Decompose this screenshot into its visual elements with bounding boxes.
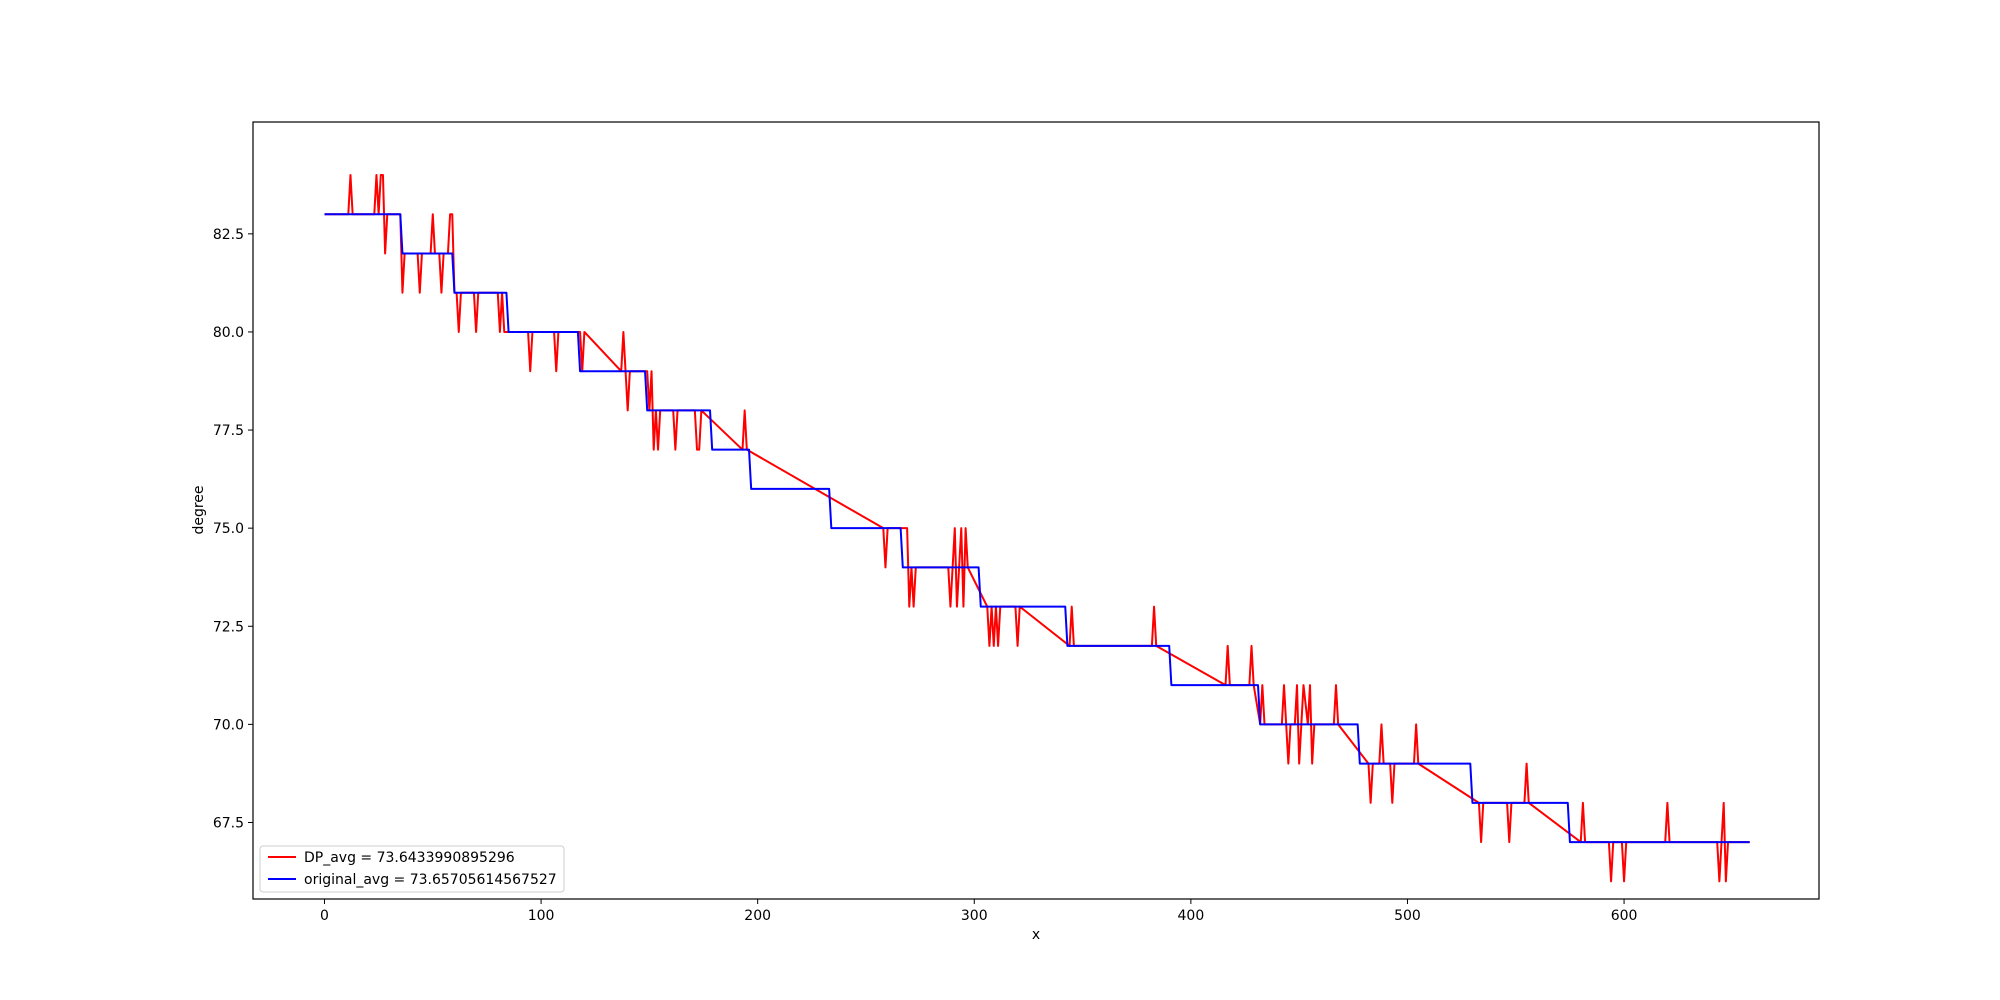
x-tick-label: 600 [1611, 908, 1638, 924]
y-tick-label: 77.5 [213, 423, 244, 439]
y-tick-label: 72.5 [213, 619, 244, 635]
y-tick-label: 82.5 [213, 227, 244, 243]
y-tick-label: 67.5 [213, 815, 244, 831]
x-tick-label: 100 [528, 908, 555, 924]
legend: DP_avg = 73.6433990895296 original_avg =… [259, 845, 565, 893]
x-tick-label: 500 [1394, 908, 1421, 924]
legend-label-dp-avg: DP_avg = 73.6433990895296 [304, 850, 515, 866]
series-line-1 [324, 213, 1750, 844]
series-line-0 [324, 173, 1750, 883]
y-tick-label: 80.0 [213, 325, 244, 341]
x-tick-label: 200 [744, 908, 771, 924]
y-axis-ticks: 67.5 70.0 72.5 75.0 77.5 80.0 82.5 [213, 227, 253, 831]
x-tick-label: 300 [961, 908, 988, 924]
y-axis-label: degree [191, 485, 207, 534]
x-tick-label: 400 [1178, 908, 1205, 924]
x-axis-label: x [1032, 927, 1040, 943]
legend-label-original-avg: original_avg = 73.65705614567527 [304, 872, 557, 888]
plot-frame [252, 121, 1820, 900]
series-layer [324, 173, 1750, 883]
x-axis-ticks: 0 100 200 300 400 500 600 [320, 899, 1637, 924]
y-tick-label: 70.0 [213, 717, 244, 733]
legend-box [259, 845, 565, 893]
x-tick-label: 0 [320, 908, 329, 924]
y-tick-label: 75.0 [213, 521, 244, 537]
